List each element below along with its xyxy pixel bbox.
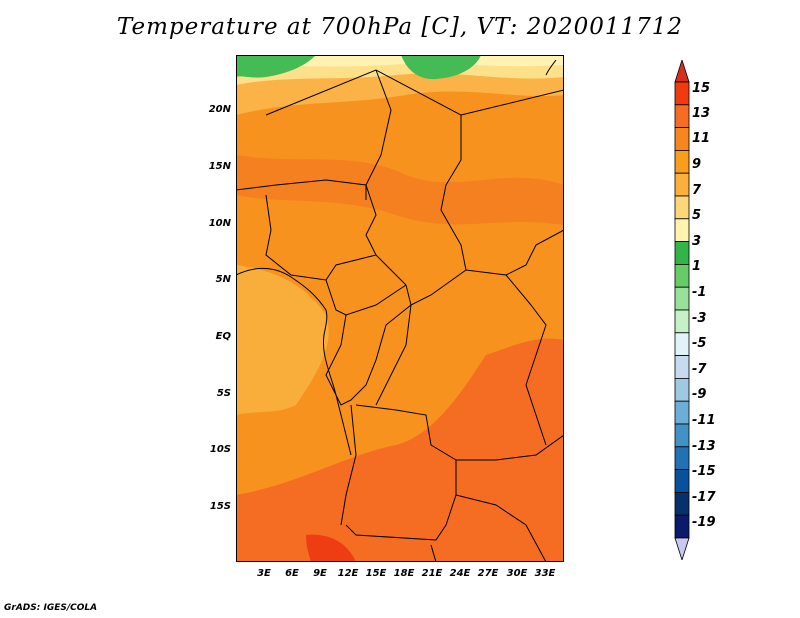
- colorbar-box: [674, 127, 690, 151]
- country-borders: [236, 69, 564, 562]
- temperature-band-green-west: [236, 55, 316, 78]
- colorbar-box: [674, 400, 690, 425]
- lat-label-10n: 10N: [208, 218, 231, 229]
- colorbar-label-13: 13: [692, 106, 711, 121]
- lon-label-21e: 21E: [421, 568, 443, 579]
- colorbar-label-5: 5: [692, 208, 702, 223]
- lon-label-6e: 6E: [285, 568, 299, 579]
- colorbar-label-m13: -13: [692, 439, 716, 454]
- colorbar-box: [674, 377, 690, 402]
- colorbar-label-1: 1: [692, 259, 702, 274]
- colorbar-label-9: 9: [692, 157, 702, 172]
- temperature-map: [236, 55, 564, 562]
- temperature-band-green-north: [401, 55, 481, 80]
- colorbar-label-3: 3: [692, 234, 702, 249]
- coastlines: [236, 59, 557, 456]
- colorbar-label-m19: -19: [692, 515, 716, 530]
- colorbar-label-15: 15: [692, 81, 711, 96]
- colorbar-label-m7: -7: [692, 362, 707, 377]
- colorbar-top-arrow: [674, 60, 690, 83]
- lon-label-30e: 30E: [506, 568, 528, 579]
- temperature-band-sahel: [236, 155, 564, 225]
- lon-label-15e: 15E: [365, 568, 387, 579]
- colorbar-label-m17: -17: [692, 490, 716, 505]
- temperature-band-coastal: [236, 265, 329, 415]
- lon-label-9e: 9E: [313, 568, 327, 579]
- map-title: Temperature at 700hPa [C], VT: 202001171…: [116, 14, 684, 40]
- colorbar-box: [674, 446, 690, 470]
- lat-label-5s: 5S: [216, 388, 231, 399]
- colorbar-label-m9: -9: [692, 387, 707, 402]
- colorbar-bottom-arrow: [674, 537, 690, 560]
- colorbar-box: [674, 81, 690, 106]
- colorbar-box: [674, 263, 690, 288]
- lon-label-24e: 24E: [449, 568, 471, 579]
- map-canvas: [236, 55, 564, 562]
- colorbar-box: [674, 286, 690, 311]
- colorbar-label-m3: -3: [692, 311, 707, 326]
- lat-label-15n: 15N: [208, 161, 231, 172]
- colorbar-box: [674, 491, 690, 516]
- lon-label-27e: 27E: [477, 568, 499, 579]
- colorbar-label-7: 7: [692, 183, 702, 198]
- colorbar-label-11: 11: [692, 131, 711, 146]
- colorbar-box: [674, 309, 690, 334]
- colorbar-box: [674, 469, 690, 493]
- lon-label-12e: 12E: [337, 568, 359, 579]
- lat-label-5n: 5N: [215, 274, 231, 285]
- colorbar-label-m1: -1: [692, 285, 707, 300]
- temperature-band-southeast: [236, 338, 564, 562]
- colorbar-box: [674, 150, 690, 174]
- colorbar-box: [674, 218, 690, 243]
- lat-label-eq: EQ: [215, 331, 231, 342]
- colorbar-box: [674, 241, 690, 265]
- colorbar-label-m11: -11: [692, 413, 716, 428]
- lat-label-10s: 10S: [209, 444, 231, 455]
- colorbar-box: [674, 514, 690, 539]
- colorbar-box: [674, 104, 690, 128]
- lon-label-18e: 18E: [393, 568, 415, 579]
- lat-label-20n: 20N: [208, 104, 231, 115]
- lon-label-33e: 33E: [534, 568, 556, 579]
- colorbar-label-m5: -5: [692, 336, 707, 351]
- lon-label-3e: 3E: [257, 568, 271, 579]
- temperature-band-hot-spot: [306, 534, 356, 562]
- colorbar-box: [674, 195, 690, 220]
- colorbar-box: [674, 423, 690, 448]
- map-frame: [236, 55, 564, 562]
- lat-label-15s: 15S: [209, 501, 231, 512]
- colorbar: [674, 60, 690, 560]
- grads-credit: GrADS: IGES/COLA: [4, 603, 98, 613]
- colorbar-box: [674, 332, 690, 356]
- temperature-band-north-3: [236, 55, 564, 69]
- colorbar-label-m15: -15: [692, 464, 716, 479]
- colorbar-box: [674, 355, 690, 379]
- colorbar-box: [674, 172, 690, 197]
